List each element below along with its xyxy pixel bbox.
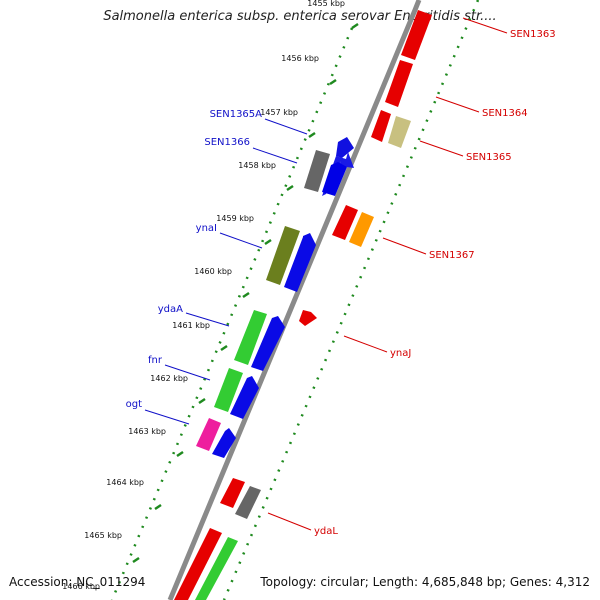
gene-arrow-red-1465[interactable] [174,528,222,600]
gene-label-ogt[interactable]: ogt [126,399,142,410]
kbp-tick-label: 1466 kbp [62,582,100,591]
kbp-tick-mark [198,397,206,405]
kbp-tick-label: 1463 kbp [128,427,166,436]
kbp-tick-mark [308,131,316,139]
gene-leader-line [435,96,480,113]
gene-arrow-ynaI[interactable] [266,226,300,285]
kbp-tick-label: 1458 kbp [238,161,276,170]
gene-leader-line [264,118,308,135]
gene-leader-line [462,17,508,34]
kbp-tick-mark [220,344,228,352]
kbp-tick-label: 1459 kbp [216,214,254,223]
genome-summary: Topology: circular; Length: 4,685,848 bp… [260,575,590,589]
gene-leader-line [252,147,298,164]
gene-label-SEN1365[interactable]: SEN1365 [466,152,512,163]
gene-arrow-red-1464[interactable] [220,478,245,508]
genome-backbone [167,0,422,600]
gene-label-SEN1364[interactable]: SEN1364 [482,108,528,119]
gene-leader-line [267,512,312,531]
gene-arrow-SEN1367-a[interactable] [332,205,358,240]
gene-label-SEN1363[interactable]: SEN1363 [510,29,556,40]
gene-leader-line [144,409,190,425]
kbp-tick-label: 1457 kbp [260,108,298,117]
gene-arrow-blue-fnr[interactable] [230,376,259,419]
outer-track-dots [222,0,480,600]
kbp-tick-mark [242,291,250,299]
gene-arrow-SEN1364[interactable] [385,60,413,107]
gene-label-ydaA[interactable]: ydaA [158,304,183,315]
kbp-tick-label: 1455 kbp [307,0,345,8]
gene-leader-line [343,335,388,353]
gene-label-SEN1365A[interactable]: SEN1365A [210,109,263,120]
gene-leader-line [185,312,230,327]
gene-arrow-ogt[interactable] [196,418,221,451]
kbp-tick-label: 1465 kbp [84,531,122,540]
gene-arrow-ydaA[interactable] [234,310,267,365]
gene-leader-line [164,364,211,381]
gene-arrow-blue-1459[interactable] [322,162,347,196]
gene-arrow-blue-1458[interactable] [336,137,354,158]
kbp-tick-label: 1460 kbp [194,267,232,276]
gene-arrow-fnr[interactable] [214,368,243,412]
gene-arrow-SEN1365A[interactable] [304,150,330,192]
gene-arrow-ynaJ[interactable] [299,310,317,326]
gene-leader-line [382,237,427,255]
kbp-tick-mark [329,78,337,86]
gene-arrow-SEN1367[interactable] [349,212,374,247]
gene-arrow-green-1465[interactable] [195,537,238,600]
kbp-tick-mark [154,503,162,511]
gene-label-fnr[interactable]: fnr [148,355,163,366]
genome-title: Salmonella enterica subsp. enterica sero… [103,9,497,24]
gene-label-ydaL[interactable]: ydaL [314,526,338,537]
kbp-tick-mark [351,22,359,30]
kbp-tick-mark [176,450,184,458]
gene-arrow-blue-ynaI[interactable] [284,233,316,292]
gene-arrow-SEN1364-b[interactable] [371,110,391,142]
gene-leader-line [219,232,263,249]
gene-label-SEN1367[interactable]: SEN1367 [429,250,475,261]
kbp-tick-label: 1462 kbp [150,374,188,383]
gene-leader-line [419,140,464,157]
accession-label: Accession: NC_011294 [9,575,146,589]
gene-features [174,10,432,600]
gene-arrow-SEN1365[interactable] [388,116,411,148]
kbp-ticks: 1455 kbp 1456 kbp 1457 kbp 1458 kbp 1459 kbp… [62,0,359,591]
gene-label-SEN1366[interactable]: SEN1366 [204,137,250,148]
gene-label-ynaJ[interactable]: ynaJ [390,348,411,359]
gene-arrow-gray-1464[interactable] [235,486,261,519]
gene-arrow-blue-ydaA[interactable] [251,316,285,371]
kbp-tick-mark [132,556,140,564]
kbp-tick-mark [264,238,272,246]
gene-label-ynaI[interactable]: ynaI [196,223,217,234]
kbp-tick-label: 1461 kbp [172,321,210,330]
inner-track-dots [110,27,354,600]
gene-arrow-blue-ogt[interactable] [212,428,236,458]
gene-arrow-SEN1363[interactable] [401,10,432,60]
kbp-tick-label: 1456 kbp [281,54,319,63]
kbp-tick-label: 1464 kbp [106,478,144,487]
kbp-tick-mark [286,184,294,192]
gene-labels: SEN1365A SEN1366 ynaI ydaA fnr ogt SEN1363 SEN1… [126,17,556,537]
